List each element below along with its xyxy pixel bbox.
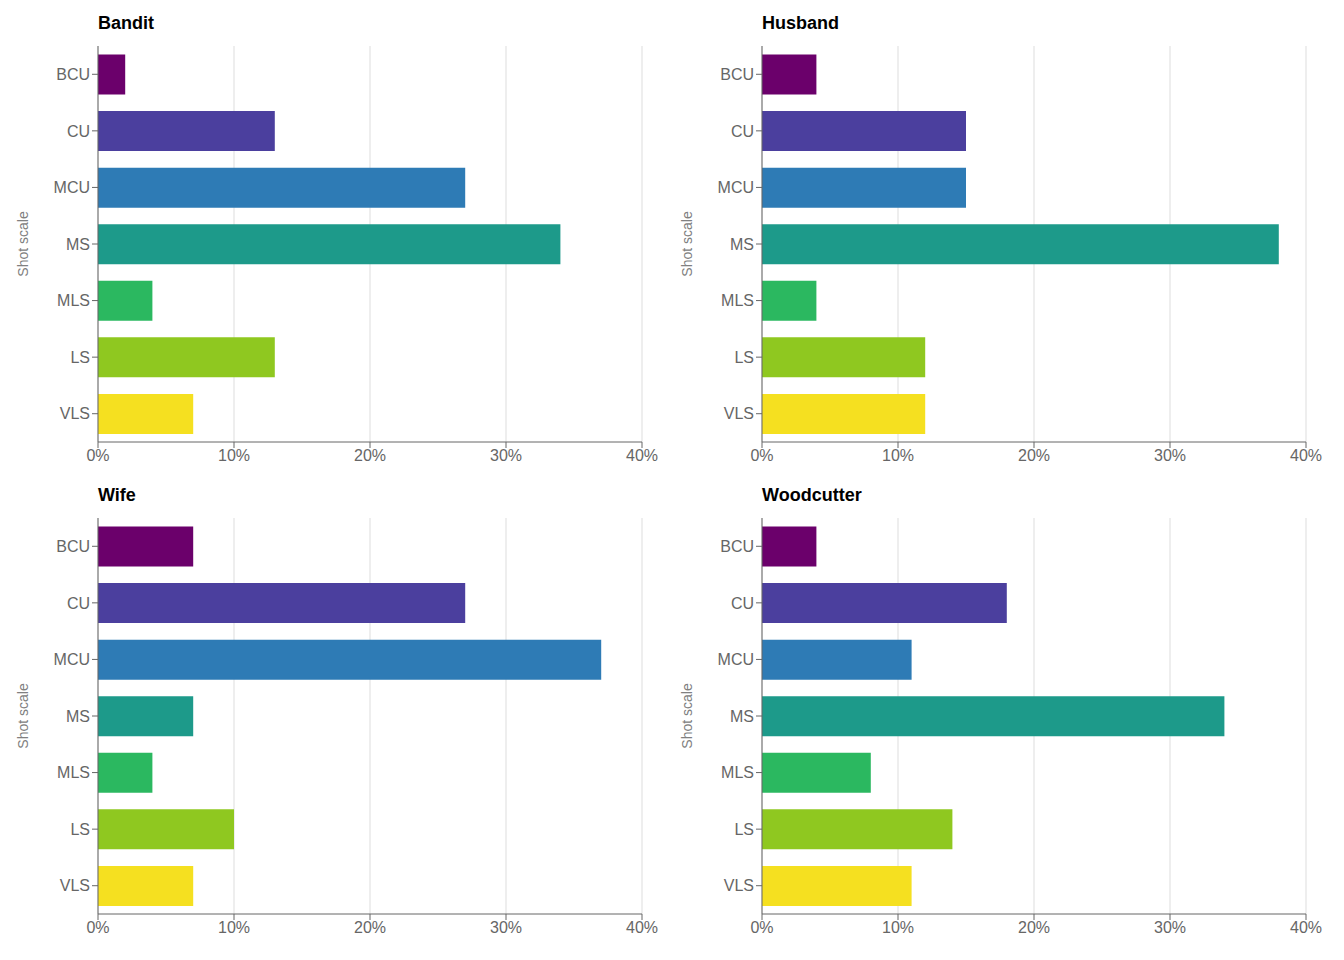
svg-text:0%: 0% bbox=[750, 919, 773, 936]
svg-text:40%: 40% bbox=[626, 919, 658, 936]
svg-text:MLS: MLS bbox=[721, 764, 754, 781]
svg-text:20%: 20% bbox=[1018, 447, 1050, 464]
svg-text:30%: 30% bbox=[1154, 447, 1186, 464]
svg-text:20%: 20% bbox=[1018, 919, 1050, 936]
svg-text:0%: 0% bbox=[750, 447, 773, 464]
svg-text:40%: 40% bbox=[1290, 447, 1322, 464]
svg-text:0%: 0% bbox=[86, 447, 109, 464]
svg-text:30%: 30% bbox=[490, 919, 522, 936]
svg-text:10%: 10% bbox=[882, 919, 914, 936]
svg-text:MCU: MCU bbox=[718, 651, 754, 668]
svg-text:BCU: BCU bbox=[56, 66, 90, 83]
svg-text:Shot scale: Shot scale bbox=[15, 211, 31, 277]
svg-text:Shot scale: Shot scale bbox=[15, 683, 31, 749]
svg-text:BCU: BCU bbox=[720, 538, 754, 555]
svg-text:MS: MS bbox=[730, 236, 754, 253]
svg-text:CU: CU bbox=[67, 595, 90, 612]
svg-text:30%: 30% bbox=[490, 447, 522, 464]
svg-text:0%: 0% bbox=[86, 919, 109, 936]
svg-text:VLS: VLS bbox=[724, 405, 754, 422]
svg-text:CU: CU bbox=[731, 123, 754, 140]
svg-text:LS: LS bbox=[734, 821, 754, 838]
svg-text:MCU: MCU bbox=[54, 179, 90, 196]
svg-text:10%: 10% bbox=[218, 919, 250, 936]
svg-text:10%: 10% bbox=[218, 447, 250, 464]
svg-text:VLS: VLS bbox=[60, 877, 90, 894]
html-text:Woodcutter: Woodcutter bbox=[762, 485, 862, 505]
svg-text:40%: 40% bbox=[626, 447, 658, 464]
svg-text:30%: 30% bbox=[1154, 919, 1186, 936]
svg-text:40%: 40% bbox=[1290, 919, 1322, 936]
svg-text:CU: CU bbox=[731, 595, 754, 612]
svg-text:20%: 20% bbox=[354, 447, 386, 464]
svg-text:MLS: MLS bbox=[721, 292, 754, 309]
svg-text:MS: MS bbox=[66, 236, 90, 253]
svg-text:MLS: MLS bbox=[57, 292, 90, 309]
svg-text:Shot scale: Shot scale bbox=[679, 211, 695, 277]
html-text:Wife: Wife bbox=[98, 485, 136, 505]
svg-text:MS: MS bbox=[66, 708, 90, 725]
svg-text:LS: LS bbox=[734, 349, 754, 366]
svg-text:LS: LS bbox=[70, 821, 90, 838]
svg-text:CU: CU bbox=[67, 123, 90, 140]
svg-text:MS: MS bbox=[730, 708, 754, 725]
svg-text:MCU: MCU bbox=[54, 651, 90, 668]
svg-text:LS: LS bbox=[70, 349, 90, 366]
svg-text:VLS: VLS bbox=[60, 405, 90, 422]
svg-text:BCU: BCU bbox=[56, 538, 90, 555]
svg-text:Shot scale: Shot scale bbox=[679, 683, 695, 749]
html-text:Husband: Husband bbox=[762, 13, 839, 33]
svg-text:BCU: BCU bbox=[720, 66, 754, 83]
svg-text:VLS: VLS bbox=[724, 877, 754, 894]
svg-text:MCU: MCU bbox=[718, 179, 754, 196]
svg-text:20%: 20% bbox=[354, 919, 386, 936]
svg-text:10%: 10% bbox=[882, 447, 914, 464]
svg-text:MLS: MLS bbox=[57, 764, 90, 781]
html-text:Bandit: Bandit bbox=[98, 13, 154, 33]
